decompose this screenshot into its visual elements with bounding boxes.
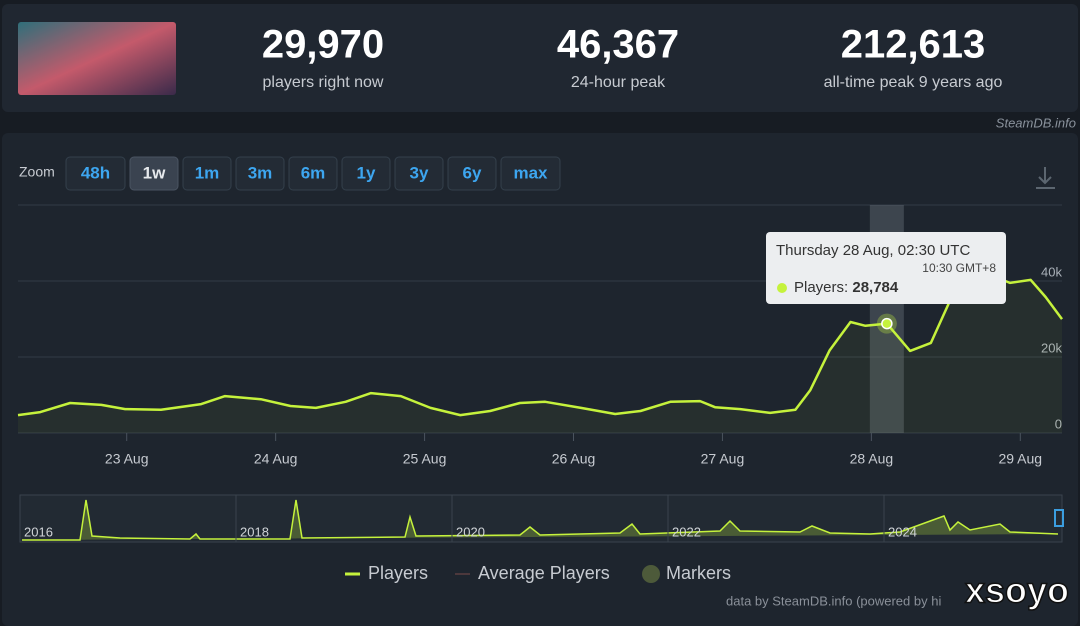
navigator[interactable] — [19, 494, 1063, 543]
credit: data by SteamDB.info (powered by hi — [726, 593, 941, 608]
zoom-button-label[interactable]: 3m — [248, 163, 273, 182]
zoom-button[interactable] — [235, 156, 285, 191]
zoom-button-label[interactable]: 1y — [357, 163, 376, 182]
stat-label: all-time peak 9 years ago — [824, 74, 1003, 91]
zoom-button-label[interactable]: max — [513, 163, 548, 182]
navigator-year: 2022 — [672, 524, 701, 539]
tooltip-label: Players: — [794, 279, 848, 296]
x-tick-label: 24 Aug — [254, 451, 298, 467]
zoom-button-label[interactable]: 6y — [463, 163, 482, 182]
x-tick-label: 23 Aug — [105, 451, 149, 467]
zoom-button-label[interactable]: 3y — [410, 163, 429, 182]
zoom-button[interactable] — [182, 156, 232, 191]
stat-value: 29,970 — [262, 23, 384, 67]
y-tick-label: 0 — [1055, 416, 1062, 431]
hover-point — [881, 317, 893, 330]
navigator-sparkline — [22, 499, 1059, 541]
legend-swatch — [642, 565, 660, 583]
navigator-year: 2016 — [24, 524, 53, 539]
stat-value: 46,367 — [557, 23, 679, 67]
zoom-button[interactable] — [129, 156, 179, 191]
zoom-button-label[interactable]: 6m — [301, 163, 326, 182]
navigator-year: 2020 — [456, 524, 485, 539]
tooltip-box — [766, 232, 1006, 304]
zoom-label: Zoom — [19, 164, 55, 180]
zoom-button-label[interactable]: 48h — [81, 163, 110, 182]
navigator-handle[interactable] — [1054, 509, 1064, 527]
zoom-button[interactable] — [394, 156, 444, 191]
navigator-year: 2018 — [240, 524, 269, 539]
stat-label: players right now — [263, 74, 384, 91]
x-tick-label: 26 Aug — [552, 451, 596, 467]
zoom-button[interactable] — [341, 156, 391, 191]
stats-card — [2, 4, 1078, 112]
legend-label[interactable]: Average Players — [478, 563, 610, 583]
tooltip-value: 28,784 — [852, 279, 899, 296]
site-label: SteamDB.info — [996, 115, 1076, 130]
legend-label[interactable]: Markers — [666, 563, 731, 583]
legend-label[interactable]: Players — [368, 563, 428, 583]
watermark: xsoyo — [965, 570, 1069, 611]
zoom-button[interactable] — [288, 156, 338, 191]
x-tick-label: 27 Aug — [701, 451, 745, 467]
series-area — [18, 258, 1062, 433]
game-banner[interactable] — [18, 22, 176, 95]
stat-value: 212,613 — [841, 23, 986, 67]
y-tick-label: 20k — [1041, 340, 1062, 355]
zoom-button-label[interactable]: 1m — [195, 163, 220, 182]
tooltip-row: Players: 28,784 — [794, 279, 899, 296]
download-icon[interactable] — [1036, 167, 1055, 189]
zoom-button[interactable] — [447, 156, 497, 191]
zoom-button-label[interactable]: 1w — [143, 163, 166, 182]
navigator-year: 2024 — [888, 524, 917, 539]
zoom-button[interactable] — [65, 156, 126, 191]
tooltip-title: Thursday 28 Aug, 02:30 UTC — [776, 242, 970, 259]
tooltip-subtitle: 10:30 GMT+8 — [922, 261, 996, 275]
x-tick-label: 28 Aug — [850, 451, 894, 467]
x-tick-label: 29 Aug — [998, 451, 1042, 467]
stat-label: 24-hour peak — [571, 74, 666, 91]
x-tick-label: 25 Aug — [403, 451, 447, 467]
y-tick-label: 40k — [1041, 264, 1062, 279]
zoom-button[interactable] — [500, 156, 561, 191]
tooltip-swatch — [777, 283, 787, 293]
